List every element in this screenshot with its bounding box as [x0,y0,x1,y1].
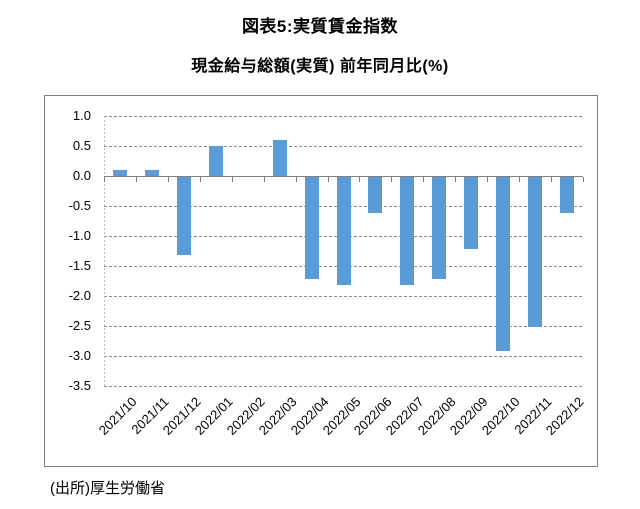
bar-2022-10 [496,177,511,351]
bar-2022-06 [368,177,383,213]
y-tick-label: -3.5 [68,378,91,393]
bar-2022-03 [272,140,287,176]
bar-2021-10 [112,170,127,176]
axis-tick [231,177,233,182]
bar-2022-08 [432,177,447,279]
axis-tick [199,177,201,182]
bar-2022-09 [464,177,479,249]
y-tick-label: -0.5 [68,198,91,213]
y-tick-label: 0.0 [72,168,91,183]
y-tick-label: -2.0 [68,288,91,303]
source-note: (出所)厚生労働省 [50,480,165,497]
zero-axis-line [104,176,583,177]
gridline [104,296,583,297]
bar-2022-12 [560,177,575,213]
y-axis-line [104,116,105,386]
axis-tick [583,177,584,182]
y-tick-label: -2.5 [68,318,91,333]
chart-subtitle: 現金給与総額(実質) 前年同月比(%) [191,58,449,75]
y-tick-label: -1.0 [68,228,91,243]
axis-tick [104,177,105,182]
axis-tick [487,177,489,182]
bar-2022-04 [304,177,319,279]
axis-tick [551,177,553,182]
bar-2022-07 [400,177,415,285]
bar-2022-01 [208,146,223,176]
y-tick-label: 1.0 [72,108,91,123]
gridline [104,146,583,147]
bar-2022-11 [528,177,543,327]
chart-title: 図表5:実質賃金指数 [241,17,399,36]
bar-2021-11 [144,170,159,176]
axis-tick [423,177,425,182]
axis-tick [455,177,457,182]
gridline [104,326,583,327]
axis-tick [167,177,169,182]
gridline [104,386,583,387]
axis-tick [327,177,329,182]
axis-tick [391,177,393,182]
y-tick-label: -3.0 [68,348,91,363]
axis-tick [295,177,297,182]
axis-tick [519,177,521,182]
gridline [104,116,583,117]
y-tick-label: -1.5 [68,258,91,273]
bar-2022-05 [336,177,351,285]
y-tick-label: 0.5 [72,138,91,153]
gridline [104,356,583,357]
axis-tick [263,177,265,182]
chart-area: 1.0 0.5 0.0 -0.5 -1.0 -1.5 -2.0 -2.5 -3.0 -3.5 202… [44,95,598,467]
axis-tick [359,177,361,182]
axis-tick [135,177,137,182]
bar-2021-12 [176,177,191,255]
